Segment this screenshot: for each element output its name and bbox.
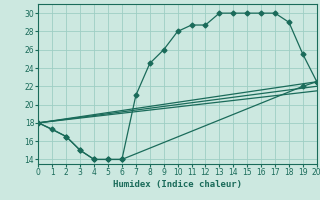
X-axis label: Humidex (Indice chaleur): Humidex (Indice chaleur)	[113, 180, 242, 189]
